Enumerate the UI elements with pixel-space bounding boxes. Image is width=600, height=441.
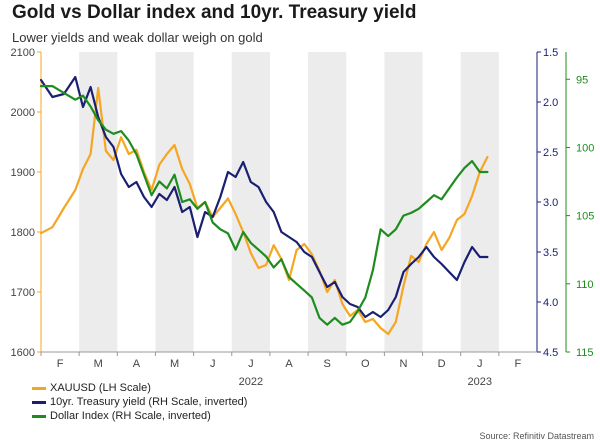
x-axis-tick-label: M — [170, 358, 179, 370]
dxy-axis-tick-label: 100 — [576, 142, 594, 154]
yield-axis-tick-label: 3.5 — [543, 247, 558, 259]
yield-axis-tick-label: 4.0 — [543, 297, 558, 309]
legend-label-yield: 10yr. Treasury yield (RH Scale, inverted… — [50, 396, 248, 408]
year-label-2023: 2023 — [468, 376, 492, 388]
year-label-2022: 2022 — [239, 376, 263, 388]
yield-series-line — [39, 75, 489, 319]
legend-item-gold: XAUUSD (LH Scale) — [32, 381, 247, 395]
left-axis-tick-label: 1800 — [11, 227, 35, 239]
gold-series-line — [39, 86, 489, 336]
x-axis-tick-label: S — [323, 358, 330, 370]
left-axis-tick-label: 1700 — [11, 287, 35, 299]
dxy-series-line — [39, 84, 489, 326]
chart-subtitle: Lower yields and weak dollar weigh on go… — [12, 30, 263, 45]
x-axis-tick-label: J — [477, 358, 483, 370]
x-axis-tick-label: F — [515, 358, 522, 370]
x-axis-tick-label: D — [438, 358, 446, 370]
source-note: Source: Refinitiv Datastream — [479, 431, 594, 441]
x-axis-tick-label: J — [210, 358, 216, 370]
dxy-axis-tick-label: 105 — [576, 211, 594, 223]
dxy-axis-tick-label: 115 — [576, 347, 594, 359]
x-axis-tick-label: O — [361, 358, 370, 370]
legend-swatch-dxy — [32, 414, 46, 418]
yield-axis-tick-label: 1.5 — [543, 47, 558, 59]
yield-axis-tick-label: 3.0 — [543, 197, 558, 209]
left-axis-tick-label: 1900 — [11, 167, 35, 179]
legend-swatch-yield — [32, 400, 46, 404]
x-axis-tick-label: J — [248, 358, 254, 370]
left-axis-tick-label: 1600 — [11, 347, 35, 359]
legend-item-yield: 10yr. Treasury yield (RH Scale, inverted… — [32, 395, 247, 409]
chart-title: Gold vs Dollar index and 10yr. Treasury … — [12, 2, 417, 23]
x-axis-tick-label: F — [57, 358, 64, 370]
yield-axis-tick-label: 4.5 — [543, 347, 558, 359]
legend-label-dxy: Dollar Index (RH Scale, inverted) — [50, 410, 211, 422]
x-axis-tick-label: M — [94, 358, 103, 370]
dxy-axis-tick-label: 110 — [576, 279, 594, 291]
shaded-month-band — [231, 52, 270, 352]
shaded-month-band — [308, 52, 347, 352]
x-axis-tick-label: A — [285, 358, 293, 370]
yield-axis-tick-label: 2.0 — [543, 97, 558, 109]
legend-label-gold: XAUUSD (LH Scale) — [50, 382, 151, 394]
shaded-month-band — [155, 52, 194, 352]
x-axis-tick-label: N — [399, 358, 407, 370]
legend-swatch-gold — [32, 386, 46, 390]
shaded-month-band — [384, 52, 423, 352]
x-axis-tick-label: A — [133, 358, 141, 370]
legend: XAUUSD (LH Scale) 10yr. Treasury yield (… — [32, 381, 247, 423]
yield-axis-tick-label: 2.5 — [543, 147, 558, 159]
shaded-month-band — [460, 52, 499, 352]
legend-item-dxy: Dollar Index (RH Scale, inverted) — [32, 409, 247, 423]
left-axis-tick-label: 2000 — [11, 107, 35, 119]
dxy-axis-tick-label: 95 — [576, 74, 588, 86]
left-axis-tick-label: 2100 — [11, 47, 35, 59]
